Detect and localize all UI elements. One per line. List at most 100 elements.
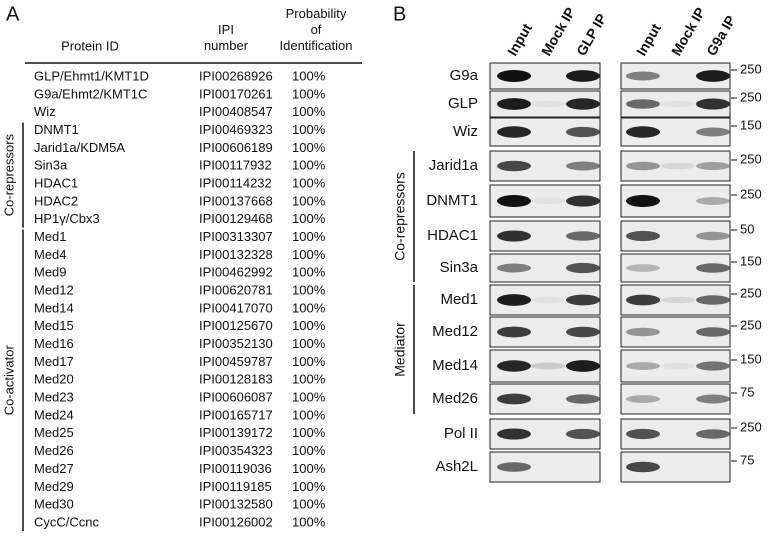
band: [696, 127, 730, 137]
size-marker: 250: [740, 285, 762, 300]
protein-id: Med30: [34, 497, 74, 512]
band: [531, 100, 565, 108]
band: [626, 395, 660, 403]
band: [566, 70, 600, 82]
protein-id: Med17: [34, 354, 74, 369]
probability: 100%: [292, 497, 326, 512]
band: [566, 195, 600, 207]
protein-id: Med29: [34, 479, 74, 494]
band: [566, 231, 600, 241]
ipi-number: IPI00132580: [199, 497, 273, 512]
ipi-number: IPI00354323: [199, 443, 273, 458]
blot-strip: [620, 220, 731, 252]
ipi-number: IPI00132328: [199, 247, 273, 262]
size-marker: 250: [740, 61, 762, 76]
protein-label: Ash2L: [435, 458, 478, 475]
protein-label: Sin3a: [440, 259, 479, 276]
band: [626, 71, 660, 81]
ipi-number: IPI00606189: [199, 140, 273, 155]
ipi-number: IPI00117932: [199, 158, 272, 173]
band: [626, 161, 660, 171]
ipi-number: IPI00165717: [199, 407, 273, 422]
band: [497, 195, 531, 207]
protein-id: Jarid1a/KDM5A: [34, 140, 125, 155]
band: [497, 160, 531, 172]
probability: 100%: [292, 68, 326, 83]
panel-label: B: [393, 3, 406, 25]
band: [696, 327, 730, 337]
ipi-number: IPI00126002: [199, 514, 273, 529]
band: [497, 360, 531, 372]
band: [497, 462, 531, 472]
ipi-number: IPI00119185: [199, 479, 272, 494]
band: [626, 294, 660, 306]
ipi-number: IPI00139172: [199, 425, 273, 440]
ipi-number: IPI00459787: [199, 354, 273, 369]
protein-id: GLP/Ehmt1/KMT1D: [34, 68, 149, 83]
band: [626, 362, 660, 370]
band: [696, 263, 730, 273]
protein-label: Wiz: [453, 123, 478, 140]
ipi-number: IPI00313307: [199, 229, 273, 244]
band: [566, 326, 600, 338]
size-marker: 75: [740, 452, 754, 467]
band: [626, 230, 660, 242]
band: [626, 428, 660, 440]
protein-label: Med26: [432, 390, 478, 407]
ipi-number: IPI00125670: [199, 318, 273, 333]
ipi-number: IPI00114232: [199, 175, 272, 190]
band: [497, 428, 531, 440]
column-header: IPI number: [204, 22, 249, 53]
probability: 100%: [292, 211, 326, 226]
band: [661, 362, 695, 370]
band: [497, 126, 531, 138]
ipi-number: IPI00137668: [199, 193, 273, 208]
probability: 100%: [292, 283, 326, 298]
band: [696, 98, 730, 110]
band: [696, 161, 730, 171]
probability: 100%: [292, 158, 326, 173]
panel-label: A: [6, 3, 20, 25]
band: [626, 99, 660, 109]
band: [696, 394, 730, 404]
probability: 100%: [292, 461, 326, 476]
ipi-number: IPI00119036: [199, 461, 272, 476]
band: [497, 70, 531, 82]
probability: 100%: [292, 247, 326, 262]
size-marker: 250: [740, 89, 762, 104]
protein-id: Med12: [34, 283, 74, 298]
protein-id: Med24: [34, 407, 74, 422]
band: [566, 98, 600, 110]
band: [566, 428, 600, 440]
protein-label: G9a: [450, 67, 479, 84]
ipi-number: IPI00129468: [199, 211, 273, 226]
protein-id: Med16: [34, 336, 74, 351]
size-marker: 250: [740, 317, 762, 332]
probability: 100%: [292, 265, 326, 280]
probability: 100%: [292, 86, 326, 101]
ipi-number: IPI00170261: [199, 86, 273, 101]
protein-id: DNMT1: [34, 122, 79, 137]
protein-id: G9a/Ehmt2/KMT1C: [34, 86, 147, 101]
band: [696, 231, 730, 241]
probability: 100%: [292, 193, 326, 208]
protein-id: HDAC2: [34, 193, 78, 208]
protein-label: HDAC1: [427, 227, 478, 244]
band: [696, 197, 730, 205]
lane-label: GLP IP: [573, 11, 610, 59]
band: [626, 195, 660, 207]
protein-label: Pol II: [444, 425, 478, 442]
band: [661, 100, 695, 108]
band: [626, 327, 660, 337]
group-label: Co-repressors: [392, 172, 408, 261]
protein-id: Wiz: [34, 104, 56, 119]
band: [626, 126, 660, 138]
ipi-number: IPI00417070: [199, 300, 273, 315]
probability: 100%: [292, 175, 326, 190]
ipi-number: IPI00469323: [199, 122, 273, 137]
protein-id: Med4: [34, 247, 67, 262]
band: [531, 197, 565, 205]
protein-id: Med14: [34, 300, 74, 315]
band: [566, 394, 600, 404]
